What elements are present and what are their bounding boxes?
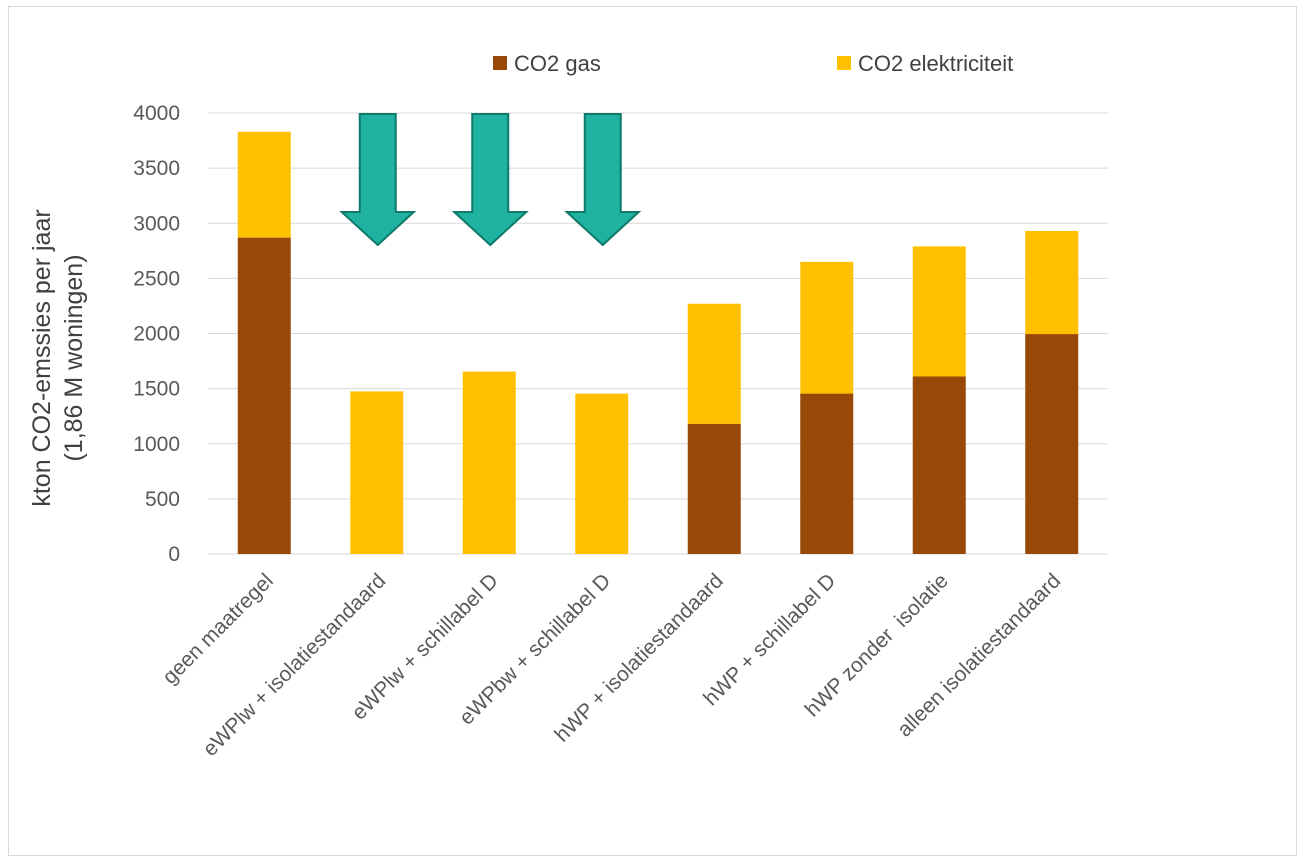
- legend-swatch-co2-elektriciteit: [837, 56, 851, 70]
- bar-co2-gas: [912, 376, 966, 554]
- legend: CO2 gas CO2 elektriciteit: [493, 51, 1013, 76]
- y-tick-label: 3500: [133, 157, 180, 180]
- y-tick-label: 2500: [133, 267, 180, 290]
- bar-co2-elektriciteit: [800, 261, 854, 394]
- y-tick-label: 4000: [133, 102, 180, 125]
- y-tick-label: 1000: [133, 433, 180, 456]
- bar-co2-elektriciteit: [350, 391, 404, 554]
- y-tick-label: 500: [145, 488, 180, 511]
- bars: [237, 131, 1079, 554]
- chart-frame: [8, 6, 1297, 856]
- bar-co2-gas: [1025, 334, 1079, 554]
- y-tick-labels: 0 500 1000 1500 2000 2500 3000 3500 4000: [133, 102, 180, 566]
- legend-label-co2-elektriciteit: CO2 elektriciteit: [858, 51, 1013, 76]
- y-tick-label: 1500: [133, 378, 180, 401]
- bar-co2-gas: [687, 423, 741, 554]
- bar-co2-elektriciteit: [575, 393, 629, 554]
- x-tick-label: eWPlw + isolatiestandaard: [199, 569, 391, 761]
- legend-swatch-co2-gas: [493, 56, 507, 70]
- legend-label-co2-gas: CO2 gas: [514, 51, 601, 76]
- bar-co2-elektriciteit: [1025, 230, 1079, 335]
- annotation-arrows: [339, 113, 642, 247]
- y-tick-label: 3000: [133, 212, 180, 235]
- bar-co2-elektriciteit: [237, 131, 291, 238]
- down-arrow-icon: [564, 113, 642, 247]
- bar-co2-elektriciteit: [687, 303, 741, 424]
- bar-co2-gas: [237, 237, 291, 554]
- bar-co2-elektriciteit: [462, 371, 516, 554]
- gridlines: [208, 112, 1108, 555]
- y-tick-label: 0: [168, 543, 180, 566]
- bar-co2-gas: [800, 393, 854, 554]
- x-tick-label: geen maatregel: [158, 569, 277, 688]
- bar-co2-elektriciteit: [912, 246, 966, 377]
- down-arrow-icon: [451, 113, 529, 247]
- down-arrow-icon: [339, 113, 417, 247]
- y-axis-label-line2: (1,86 M woningen): [60, 254, 88, 461]
- y-tick-label: 2000: [133, 323, 180, 346]
- y-axis-label-line1: kton CO2-emssies per jaar: [28, 209, 56, 506]
